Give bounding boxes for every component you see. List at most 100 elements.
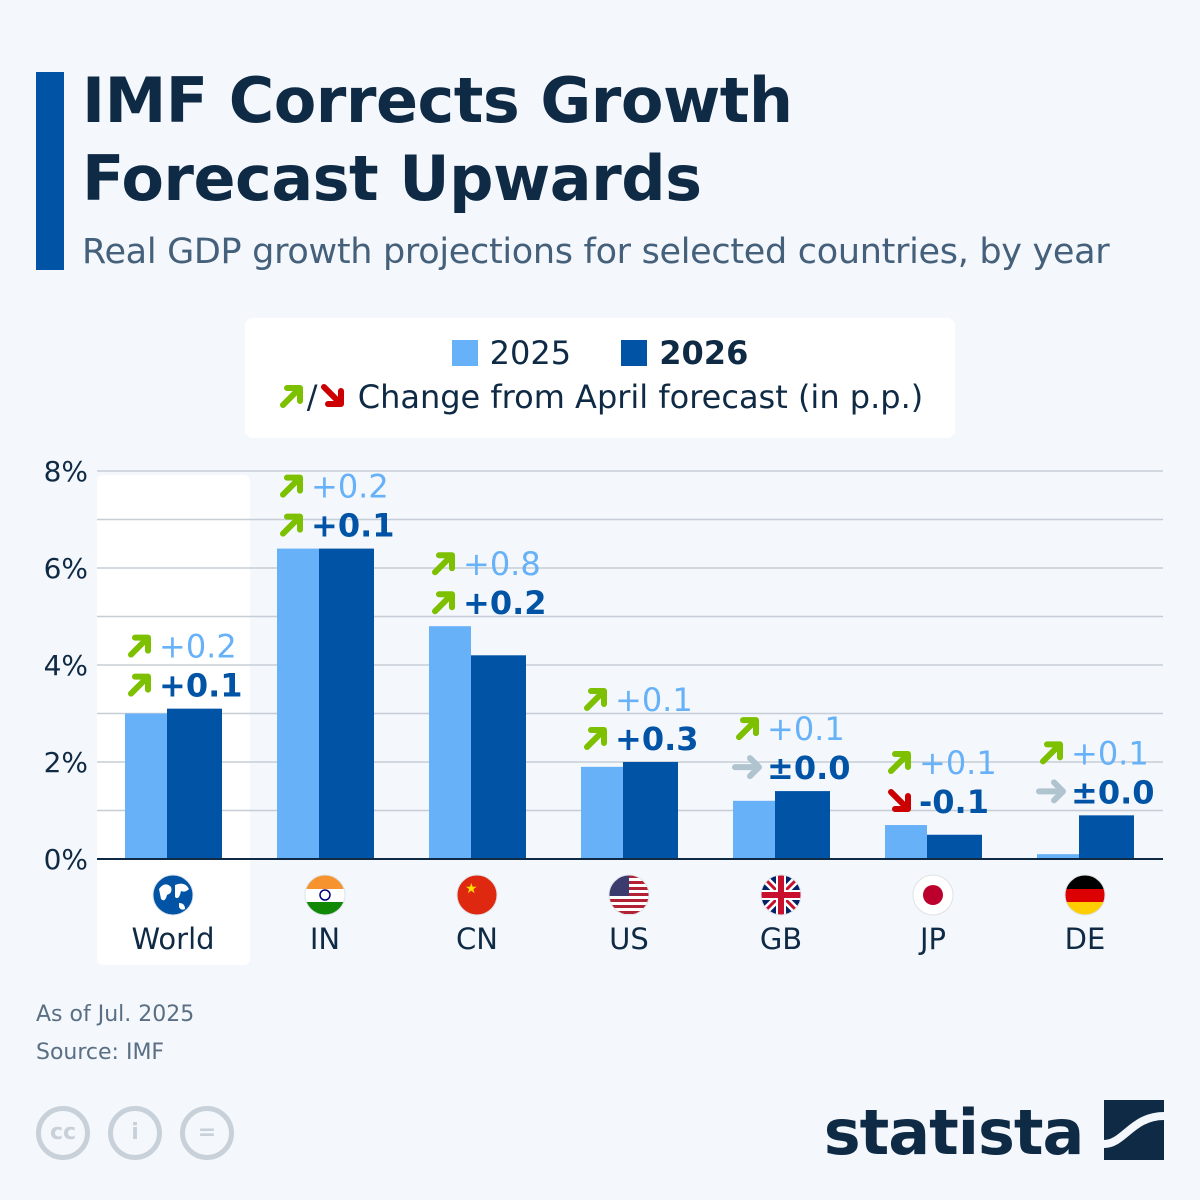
- arrow-path: [128, 634, 151, 658]
- germany-flag-icon: [1064, 874, 1106, 916]
- x-tick-label: DE: [1065, 922, 1106, 956]
- arrow-path: [1040, 741, 1063, 765]
- flag-border: [1064, 874, 1106, 916]
- arrow-down-icon: [888, 789, 911, 813]
- arrow-flat-icon: [1036, 779, 1066, 804]
- flag-part: [305, 875, 345, 889]
- flag-border: [304, 874, 346, 916]
- arrow-up-icon: [128, 634, 151, 658]
- change-label-2026: ±0.0: [767, 749, 851, 787]
- change-label-2025: +0.2: [311, 468, 389, 506]
- arrow-path: [736, 717, 759, 741]
- bar-2026-CN: [471, 655, 526, 859]
- change-label-2025: +0.8: [463, 545, 541, 583]
- arrow-flat-icon: [732, 755, 762, 780]
- flag-part: [609, 911, 649, 914]
- change-label-2026: +0.1: [311, 507, 395, 545]
- arrow-up-icon: [584, 688, 607, 711]
- change-label-2025: +0.2: [159, 628, 237, 666]
- bar-2025-US: [581, 766, 623, 859]
- flag-part: [609, 899, 649, 902]
- title-line-1: IMF Corrects Growth: [82, 64, 793, 137]
- flag-part: [1065, 889, 1105, 902]
- arrow-path: [584, 688, 607, 711]
- y-tick-label: 8%: [44, 455, 88, 488]
- flag-part: [1065, 875, 1105, 889]
- arrow-up-icon: [1040, 741, 1063, 765]
- title-accent-bar: [36, 72, 64, 270]
- change-label-2026: -0.1: [919, 783, 989, 821]
- bar-2026-US: [623, 762, 678, 859]
- flag-part: [305, 889, 345, 902]
- globe-continents: [159, 883, 189, 910]
- attribution-icon[interactable]: i: [108, 1106, 162, 1160]
- arrow-path: [280, 474, 303, 498]
- legend-swatch-2026: [621, 340, 648, 366]
- flag-body: [305, 875, 345, 915]
- arrow-up-icon: [432, 591, 455, 615]
- arrow-up-icon: [280, 474, 303, 498]
- flag-part: [609, 905, 649, 908]
- x-tick-label: GB: [760, 922, 802, 956]
- change-label-2025: +0.1: [1071, 734, 1149, 772]
- flag-body: [761, 875, 801, 915]
- flag-part: [609, 896, 649, 899]
- arrow-path: [732, 755, 762, 780]
- bar-2025-GB: [733, 800, 775, 859]
- x-tick-label: CN: [456, 922, 498, 956]
- y-tick-label: 4%: [44, 649, 88, 682]
- uk-flag-icon: [760, 874, 802, 916]
- flag-border: [456, 874, 498, 916]
- arrow-path: [888, 789, 911, 813]
- cc-license-icon[interactable]: cc: [36, 1106, 90, 1160]
- bar-2026-GB: [775, 791, 830, 859]
- sun: [923, 885, 943, 905]
- legend-label-2026: 2026: [659, 334, 749, 372]
- bar-2025-JP: [885, 825, 927, 859]
- flag-part: [305, 902, 345, 915]
- flag-part: [457, 875, 497, 915]
- flag-body: [913, 875, 953, 915]
- arrow-up-icon: [128, 673, 151, 697]
- arrow-path: [1036, 779, 1066, 804]
- arrow-path: [888, 751, 911, 775]
- japan-flag-icon: [912, 874, 954, 916]
- legend-swatch-2025: [451, 340, 478, 366]
- bar-2025-IN: [277, 548, 319, 859]
- arrow-up-icon: [279, 385, 303, 408]
- arrow-path: [280, 513, 303, 537]
- arrow-up-icon: [888, 751, 911, 775]
- us-flag-icon: [608, 874, 650, 916]
- flag-border: [152, 874, 194, 916]
- arrow-path: [128, 673, 151, 697]
- flag-body: ★: [457, 875, 497, 915]
- flag-border: [760, 874, 802, 916]
- china-flag-icon: ★: [456, 874, 498, 916]
- chakra: [319, 889, 331, 901]
- x-tick-label: US: [609, 922, 649, 956]
- change-label-2025: +0.1: [767, 710, 845, 748]
- flag-part: [609, 908, 649, 911]
- legend-label-2025: 2025: [489, 334, 572, 372]
- globe-icon: [152, 874, 194, 916]
- bar-chart: 0%2%4%6%8%+0.2+0.1World+0.2+0.1IN+0.8+0.…: [44, 455, 1163, 965]
- no-derivatives-icon[interactable]: =: [180, 1106, 234, 1160]
- change-label-2025: +0.1: [919, 744, 997, 782]
- arrow-down-icon: [320, 384, 344, 407]
- bar-2026-JP: [927, 834, 982, 859]
- flag-body: [1065, 875, 1105, 915]
- flag-body: [153, 875, 193, 915]
- flag-part: [778, 875, 784, 915]
- arrow-path: [584, 727, 607, 750]
- x-tick-label: IN: [310, 922, 340, 956]
- page-title: IMF Corrects Growth Forecast Upwards: [82, 62, 793, 218]
- as-of-date: As of Jul. 2025: [36, 1002, 195, 1027]
- legend: 2025 2026 / Change from April forecast (…: [245, 318, 955, 438]
- title-line-2: Forecast Upwards: [82, 142, 702, 215]
- bar-2026-IN: [319, 548, 374, 859]
- statista-logo[interactable]: statista: [824, 1096, 1164, 1169]
- y-tick-label: 0%: [44, 843, 88, 876]
- change-label-2026: +0.1: [159, 667, 243, 705]
- y-tick-label: 2%: [44, 746, 88, 779]
- bar-2025-DE: [1037, 854, 1079, 859]
